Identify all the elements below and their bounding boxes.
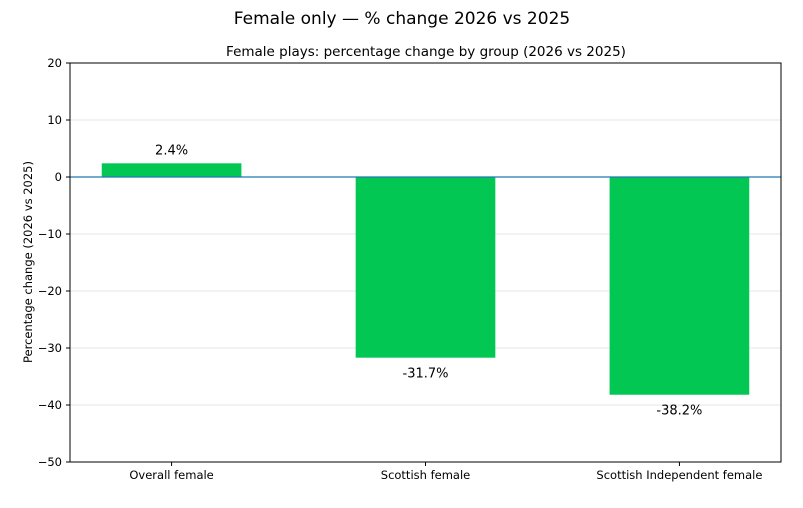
x-tick-label: Scottish female — [381, 468, 470, 482]
data-label: 2.4% — [155, 143, 188, 158]
x-tick-label: Scottish Independent female — [596, 468, 762, 482]
figure-title: Female only — % change 2026 vs 2025 — [234, 9, 570, 29]
y-tick-label: −10 — [38, 227, 62, 241]
bar — [355, 177, 496, 358]
y-tick-label: −30 — [38, 341, 62, 355]
y-tick-label: −50 — [38, 455, 62, 469]
y-tick-label: 0 — [55, 170, 62, 184]
data-label: -38.2% — [656, 404, 702, 419]
y-tick-label: 20 — [47, 56, 62, 70]
bar — [101, 163, 242, 177]
axes: 20 10 0 −10 −20 −30 −40 −50 Overall female Scotti… — [38, 56, 782, 482]
y-tick-label: −40 — [38, 398, 62, 412]
bar — [609, 177, 750, 395]
y-tick-label: 10 — [47, 113, 62, 127]
x-tick-label: Overall female — [129, 468, 213, 482]
bars — [101, 163, 750, 395]
chart-title: Female plays: percentage change by group… — [226, 44, 626, 60]
y-axis-label: Percentage change (2026 vs 2025) — [21, 161, 35, 363]
data-label: -31.7% — [403, 367, 449, 382]
data-labels: 2.4% -31.7% -38.2% — [155, 143, 702, 418]
y-tick-label: −20 — [38, 284, 62, 298]
